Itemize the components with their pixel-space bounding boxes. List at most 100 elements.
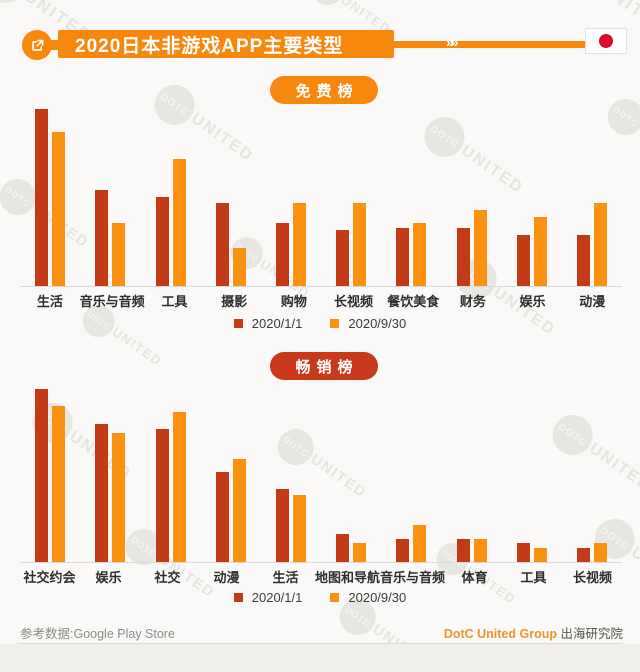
category-label: 工具 — [161, 294, 188, 309]
legend-label: 2020/9/30 — [348, 590, 407, 605]
bar-2020/9/30 — [52, 132, 66, 286]
category-label: 生活 — [272, 570, 299, 585]
bar-2020/1/1 — [396, 228, 410, 286]
bar-group-8 — [441, 385, 501, 562]
page-title: 2020日本非游戏APP主要类型 — [75, 35, 344, 57]
footer-org: 出海研究院 — [560, 627, 623, 641]
category-label: 动漫 — [213, 570, 240, 585]
badge-grossing-chart: 畅销榜 — [270, 352, 378, 380]
export-icon — [22, 30, 52, 60]
badge-free-label: 免费榜 — [295, 82, 359, 100]
bar-2020/9/30 — [292, 494, 306, 562]
footer-credit: DotC United Group 出海研究院 — [444, 623, 623, 642]
bottom-strip — [0, 644, 640, 672]
bar-group-9 — [502, 105, 562, 286]
bar-2020/1/1 — [95, 423, 109, 562]
bar-2020/9/30 — [112, 432, 126, 562]
category-label: 社交约会 — [23, 570, 76, 585]
bar-2020/9/30 — [533, 217, 547, 286]
bar-2020/9/30 — [172, 159, 186, 286]
category-label: 生活 — [36, 294, 63, 309]
category-label: 财务 — [459, 294, 486, 309]
bar-2020/1/1 — [155, 197, 169, 286]
category-label: 音乐与音频 — [79, 294, 145, 309]
title-bar: 2020日本非游戏APP主要类型 — [58, 30, 394, 58]
bar-group-3 — [140, 385, 200, 562]
category-label: 购物 — [280, 294, 307, 309]
bar-2020/1/1 — [576, 235, 590, 286]
legend-swatch — [233, 319, 243, 328]
bar-2020/1/1 — [95, 190, 109, 286]
bar-2020/1/1 — [215, 202, 229, 286]
legend-label: 2020/1/1 — [251, 316, 303, 331]
bar-group-6 — [321, 385, 381, 562]
bar-group-2 — [80, 105, 140, 286]
badge-grossing-label: 畅销榜 — [295, 358, 359, 376]
category-label: 地图和导航 — [315, 570, 381, 585]
grossing-chart-plot — [20, 385, 622, 563]
bar-group-1 — [20, 385, 80, 562]
bar-2020/1/1 — [35, 388, 49, 562]
bar-2020/9/30 — [413, 524, 427, 562]
bar-group-5 — [261, 105, 321, 286]
category-label: 工具 — [520, 570, 547, 585]
bar-2020/9/30 — [232, 459, 246, 562]
footer-divider — [17, 643, 623, 644]
legend-swatch — [330, 319, 340, 328]
free-chart-plot — [20, 105, 622, 287]
category-label: 动漫 — [579, 294, 606, 309]
bar-2020/1/1 — [155, 429, 169, 562]
bar-2020/1/1 — [275, 222, 289, 286]
category-label: 长视频 — [573, 570, 613, 585]
bar-2020/9/30 — [112, 222, 126, 286]
legend-item: 2020/9/30 — [330, 316, 406, 331]
grossing-chart-labels: 社交约会 娱乐 社交 动漫 生活 地图和导航 音乐与音频 体育 工具 长视频 — [20, 567, 622, 586]
watermark-circle: DOTC — [550, 0, 613, 4]
bar-2020/1/1 — [336, 533, 350, 562]
bar-group-10 — [562, 105, 622, 286]
legend-item: 2020/9/30 — [330, 590, 406, 605]
header-line: »» — [394, 34, 587, 50]
bar-group-2 — [80, 385, 140, 562]
category-label: 娱乐 — [519, 294, 546, 309]
bar-group-8 — [441, 105, 501, 286]
bar-group-3 — [140, 105, 200, 286]
bar-2020/9/30 — [172, 411, 186, 562]
category-label: 音乐与音频 — [380, 570, 446, 585]
bar-group-10 — [562, 385, 622, 562]
watermark-circle: DOTC — [305, 0, 350, 12]
free-chart-legend: 2020/1/1 2020/9/30 — [0, 316, 640, 331]
bar-2020/1/1 — [516, 542, 530, 562]
header-connector — [51, 40, 61, 50]
bar-2020/1/1 — [456, 228, 470, 286]
bar-group-7 — [381, 385, 441, 562]
category-label: 社交 — [154, 570, 181, 585]
bar-group-9 — [502, 385, 562, 562]
bar-2020/1/1 — [396, 539, 410, 562]
footer-brand: DotC United Group — [443, 627, 557, 641]
category-label: 长视频 — [334, 294, 374, 309]
bar-2020/1/1 — [456, 539, 470, 562]
category-label: 娱乐 — [95, 570, 122, 585]
legend-item: 2020/1/1 — [233, 590, 303, 605]
legend-label: 2020/1/1 — [251, 590, 303, 605]
bar-group-7 — [381, 105, 441, 286]
bar-group-5 — [261, 385, 321, 562]
bar-2020/9/30 — [533, 547, 547, 562]
bar-2020/9/30 — [413, 222, 427, 286]
bar-group-1 — [20, 105, 80, 286]
bar-2020/9/30 — [473, 539, 487, 562]
bar-2020/9/30 — [593, 542, 607, 562]
bar-2020/1/1 — [576, 547, 590, 562]
bar-2020/1/1 — [516, 235, 530, 286]
footer: 参考数据:Google Play Store DotC United Group… — [20, 623, 623, 642]
bar-2020/1/1 — [275, 489, 289, 562]
category-label: 餐饮美食 — [387, 294, 440, 309]
data-source-note: 参考数据:Google Play Store — [20, 627, 175, 641]
legend-item: 2020/1/1 — [233, 316, 303, 331]
bar-group-4 — [201, 385, 261, 562]
bar-2020/1/1 — [35, 108, 49, 286]
bar-2020/9/30 — [353, 202, 367, 286]
